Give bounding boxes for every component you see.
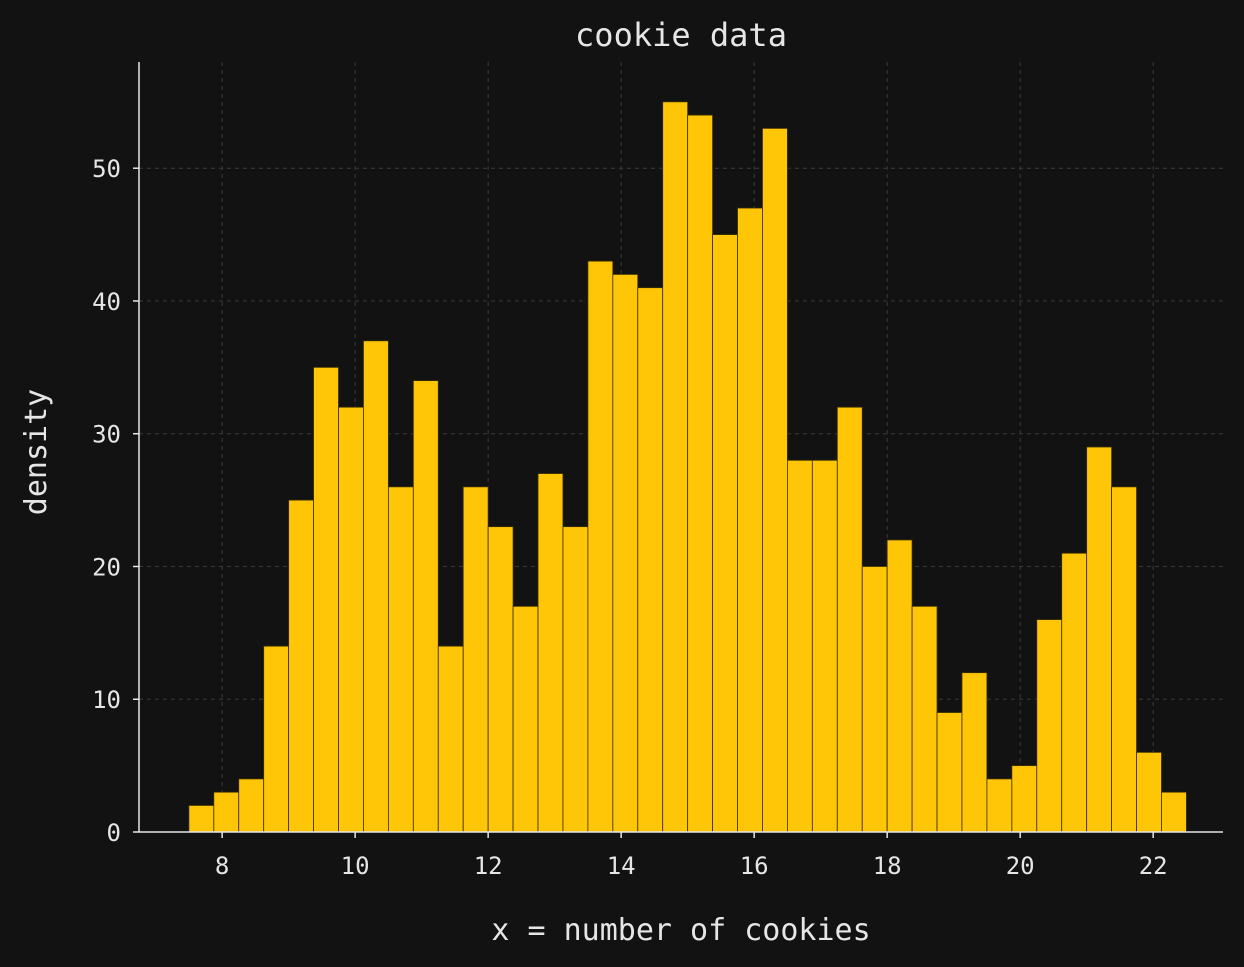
y-tick-label: 20: [92, 553, 121, 581]
histogram-bars: [188, 101, 1187, 833]
histogram-bar: [313, 366, 339, 833]
x-tick-label: 16: [740, 852, 769, 880]
histogram-bar: [1011, 765, 1038, 833]
histogram-bar: [587, 260, 614, 833]
x-axis-label: x = number of cookies: [491, 913, 870, 948]
x-tick-label: 22: [1139, 852, 1168, 880]
histogram-bar: [712, 234, 738, 833]
histogram-bar: [263, 645, 290, 833]
histogram-bar: [861, 566, 888, 833]
y-tick-label: 40: [92, 288, 121, 316]
histogram-bar: [338, 406, 364, 833]
x-tick-label: 18: [873, 852, 902, 880]
histogram-bar: [1086, 446, 1113, 833]
chart-title: cookie data: [575, 16, 787, 54]
histogram-bar: [213, 791, 240, 833]
histogram-bar: [961, 672, 988, 833]
y-tick-label: 0: [107, 819, 121, 847]
histogram-bar: [1036, 619, 1063, 833]
histogram-bar: [562, 526, 589, 833]
histogram-bar: [412, 380, 439, 833]
x-tick-label: 14: [607, 852, 636, 880]
histogram-bar: [612, 274, 639, 833]
histogram-bar: [637, 287, 664, 833]
y-tick-label: 50: [92, 155, 121, 183]
y-tick-label: 30: [92, 421, 121, 449]
histogram-bar: [762, 127, 788, 833]
histogram-bar: [1161, 791, 1187, 833]
histogram-bar: [288, 499, 314, 833]
histogram-bar: [911, 605, 938, 833]
histogram-bar: [662, 101, 689, 833]
histogram-bar: [437, 645, 464, 833]
y-tick-label: 10: [92, 686, 121, 714]
histogram-bar: [512, 605, 539, 833]
histogram-bar: [537, 473, 564, 833]
histogram-bar: [363, 340, 389, 833]
histogram-bar: [188, 805, 215, 833]
x-tick-label: 8: [215, 852, 229, 880]
histogram-bar: [886, 539, 913, 833]
histogram-bar: [1061, 552, 1088, 833]
histogram-bar: [1136, 751, 1162, 833]
histogram-bar: [986, 778, 1013, 833]
x-tick-label: 12: [474, 852, 503, 880]
histogram-bar: [1111, 486, 1137, 833]
histogram-bar: [687, 114, 713, 833]
histogram-bar: [462, 486, 489, 833]
y-axis-label: density: [19, 389, 54, 515]
histogram-bar: [487, 526, 514, 833]
histogram-bar: [836, 406, 863, 833]
histogram-bar: [787, 459, 813, 833]
x-tick-label: 10: [341, 852, 370, 880]
tick-labels: 8 10 12 14 16 18 20 22 0 10 20 30 40 50: [92, 155, 1168, 880]
x-tick-label: 20: [1006, 852, 1035, 880]
histogram-bar: [238, 778, 265, 833]
histogram-bar: [936, 712, 963, 833]
histogram-bar: [811, 459, 838, 833]
axes: [138, 62, 1223, 833]
histogram-bar: [387, 486, 414, 833]
histogram-bar: [737, 207, 763, 833]
